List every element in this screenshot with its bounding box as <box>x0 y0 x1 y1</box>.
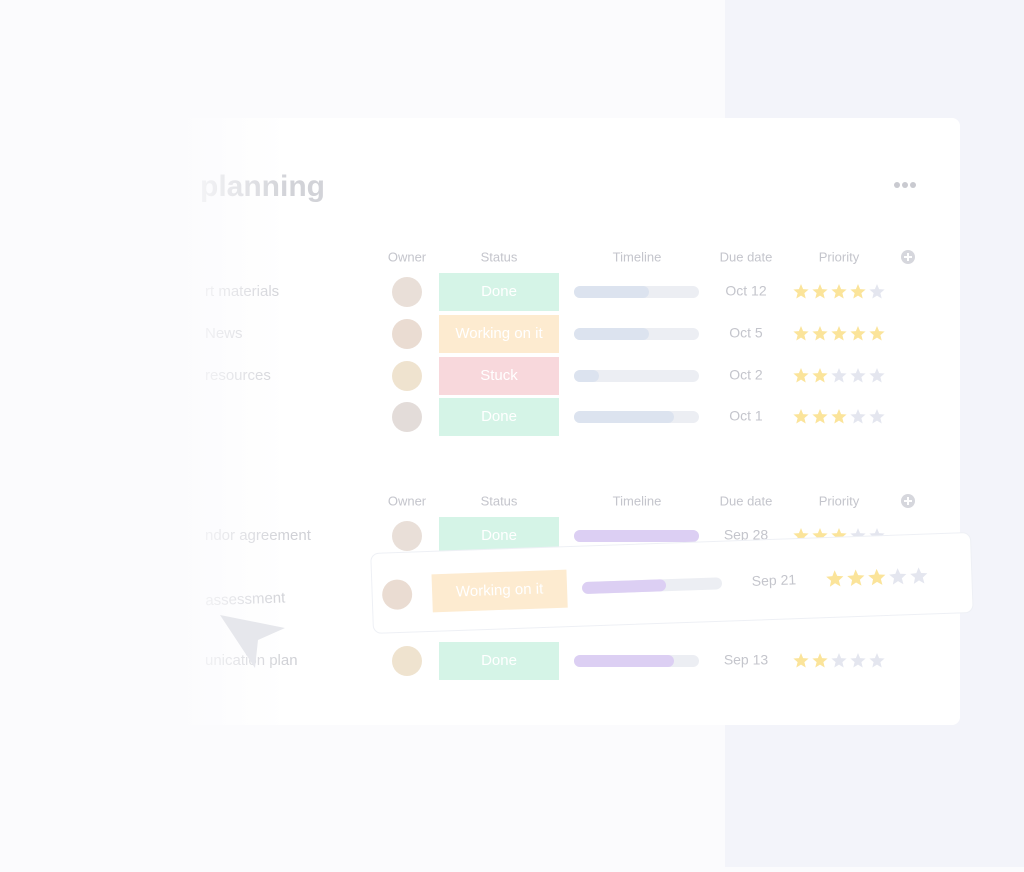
add-column-icon <box>904 253 912 261</box>
star <box>831 409 847 424</box>
column-header: Timeline <box>613 493 662 508</box>
due-date: Sep 28 <box>724 527 769 543</box>
star <box>793 653 809 668</box>
star <box>831 368 847 383</box>
star <box>831 284 847 299</box>
due-date: Oct 1 <box>729 408 763 424</box>
timeline-progress <box>574 530 699 542</box>
star <box>868 568 886 586</box>
star <box>831 653 847 668</box>
due-date: Sep 13 <box>724 652 769 668</box>
star <box>910 567 928 584</box>
star <box>869 409 885 424</box>
star <box>869 368 885 383</box>
star <box>793 326 809 341</box>
star <box>850 653 866 668</box>
add-column-button[interactable] <box>901 250 915 264</box>
star <box>889 568 907 585</box>
column-header: Priority <box>819 249 860 264</box>
priority-rating <box>793 368 885 383</box>
add-column-icon <box>904 497 912 505</box>
timeline-progress <box>574 411 674 423</box>
star <box>793 368 809 383</box>
due-date: Oct 5 <box>729 325 763 341</box>
timeline-progress <box>582 579 667 594</box>
priority-rating <box>793 326 885 341</box>
more-menu[interactable] <box>894 182 916 188</box>
priority-rating <box>793 284 885 299</box>
add-column-button[interactable] <box>901 494 915 508</box>
star <box>831 326 847 341</box>
star <box>869 326 885 341</box>
star <box>812 368 828 383</box>
column-header: Due date <box>720 249 773 264</box>
star <box>812 284 828 299</box>
column-header: Due date <box>720 493 773 508</box>
priority-rating <box>793 409 885 424</box>
star <box>812 653 828 668</box>
star <box>847 569 865 587</box>
cursor <box>220 615 285 668</box>
priority-rating <box>793 653 885 668</box>
star <box>793 409 809 424</box>
star <box>850 368 866 383</box>
star <box>812 326 828 341</box>
due-date: Oct 2 <box>729 367 763 383</box>
star <box>850 409 866 424</box>
timeline-track <box>574 370 699 382</box>
star <box>850 326 866 341</box>
star <box>812 409 828 424</box>
due-date: Sep 21 <box>751 571 796 589</box>
priority-rating <box>826 567 928 587</box>
timeline-progress <box>574 286 649 298</box>
star <box>850 284 866 299</box>
star <box>793 284 809 299</box>
column-header: Priority <box>819 493 860 508</box>
timeline-progress <box>574 328 649 340</box>
due-date: Oct 12 <box>725 283 766 299</box>
star <box>826 570 844 587</box>
column-header: Timeline <box>613 249 662 264</box>
star <box>869 653 885 668</box>
star <box>869 284 885 299</box>
timeline-progress <box>574 655 674 667</box>
timeline-progress <box>574 370 599 382</box>
